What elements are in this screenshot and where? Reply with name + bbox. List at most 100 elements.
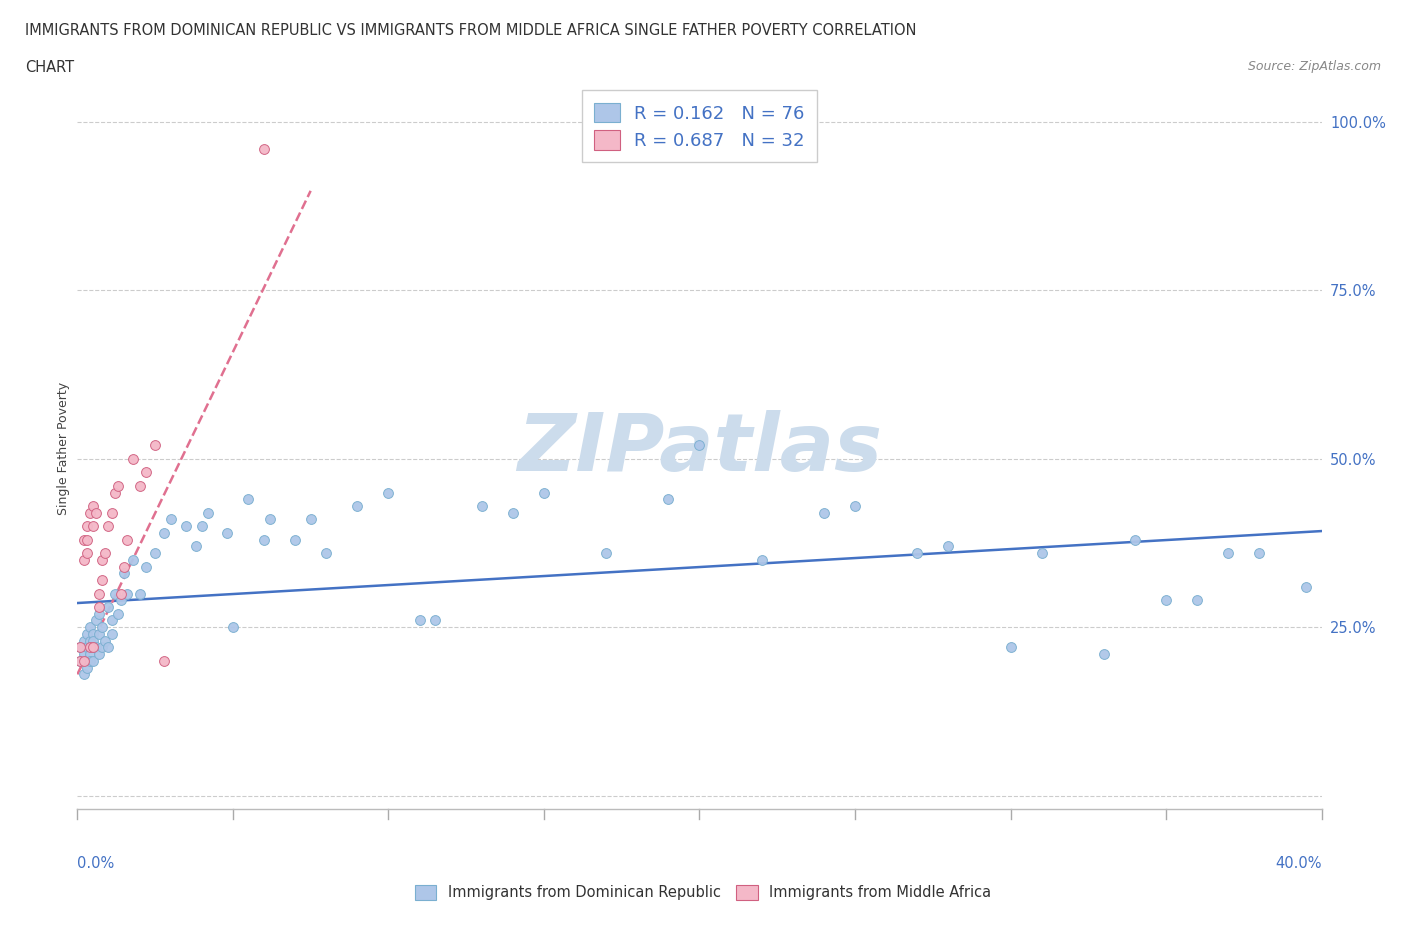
Point: [97, 600, 120, 615]
Point: [84, 613, 107, 628]
Point: [97, 640, 120, 655]
Point: [689, 438, 711, 453]
Point: [91, 640, 114, 655]
Point: [595, 546, 617, 561]
Point: [76, 640, 98, 655]
Point: [153, 525, 176, 540]
Point: [315, 546, 337, 561]
Point: [69, 640, 91, 655]
Point: [128, 586, 150, 601]
Point: [69, 640, 91, 655]
Legend: R = 0.162   N = 76, R = 0.687   N = 32: R = 0.162 N = 76, R = 0.687 N = 32: [582, 90, 817, 163]
Point: [94, 633, 117, 648]
Point: [72, 654, 94, 669]
Point: [135, 559, 157, 574]
Point: [79, 633, 101, 648]
Point: [79, 619, 101, 634]
Point: [115, 586, 138, 601]
Point: [100, 505, 122, 520]
Point: [76, 660, 98, 675]
Y-axis label: Single Father Poverty: Single Father Poverty: [58, 382, 70, 515]
Point: [94, 546, 117, 561]
Point: [377, 485, 399, 500]
Point: [110, 592, 132, 607]
Point: [153, 654, 176, 669]
Point: [76, 654, 98, 669]
Point: [143, 546, 166, 561]
Point: [82, 640, 104, 655]
Point: [533, 485, 555, 500]
Text: IMMIGRANTS FROM DOMINICAN REPUBLIC VS IMMIGRANTS FROM MIDDLE AFRICA SINGLE FATHE: IMMIGRANTS FROM DOMINICAN REPUBLIC VS IM…: [25, 23, 917, 38]
Point: [76, 546, 98, 561]
Point: [1249, 546, 1271, 561]
Point: [128, 478, 150, 493]
Point: [87, 586, 110, 601]
Point: [844, 498, 866, 513]
Point: [1000, 640, 1022, 655]
Point: [197, 505, 219, 520]
Text: Source: ZipAtlas.com: Source: ZipAtlas.com: [1247, 60, 1381, 73]
Point: [143, 438, 166, 453]
Point: [1187, 592, 1209, 607]
Point: [112, 565, 135, 580]
Point: [91, 552, 114, 567]
Point: [84, 640, 107, 655]
Point: [87, 606, 110, 621]
Point: [107, 606, 129, 621]
Point: [259, 512, 281, 527]
Point: [215, 525, 238, 540]
Point: [471, 498, 494, 513]
Point: [79, 640, 101, 655]
Point: [1031, 546, 1053, 561]
Point: [1295, 579, 1317, 594]
Point: [97, 519, 120, 534]
Point: [1154, 592, 1177, 607]
Point: [184, 539, 207, 554]
Point: [657, 492, 679, 507]
Text: 40.0%: 40.0%: [1275, 857, 1322, 871]
Point: [104, 586, 127, 601]
Point: [253, 141, 276, 156]
Point: [72, 532, 94, 547]
Point: [813, 505, 835, 520]
Point: [87, 600, 110, 615]
Point: [84, 505, 107, 520]
Point: [408, 613, 430, 628]
Point: [423, 613, 446, 628]
Text: ZIPatlas: ZIPatlas: [517, 410, 882, 487]
Point: [87, 627, 110, 642]
Point: [91, 619, 114, 634]
Point: [222, 619, 245, 634]
Point: [502, 505, 524, 520]
Point: [72, 633, 94, 648]
Point: [100, 613, 122, 628]
Point: [299, 512, 322, 527]
Point: [79, 505, 101, 520]
Point: [69, 654, 91, 669]
Point: [1092, 646, 1115, 661]
Point: [751, 552, 773, 567]
Point: [100, 627, 122, 642]
Point: [82, 633, 104, 648]
Point: [82, 498, 104, 513]
Point: [87, 646, 110, 661]
Point: [82, 654, 104, 669]
Point: [104, 485, 127, 500]
Point: [135, 465, 157, 480]
Legend: Immigrants from Dominican Republic, Immigrants from Middle Africa: Immigrants from Dominican Republic, Immi…: [409, 879, 997, 906]
Point: [122, 552, 145, 567]
Point: [122, 451, 145, 466]
Point: [79, 646, 101, 661]
Point: [91, 573, 114, 588]
Point: [115, 532, 138, 547]
Point: [346, 498, 368, 513]
Point: [82, 627, 104, 642]
Point: [938, 539, 960, 554]
Point: [1218, 546, 1240, 561]
Point: [905, 546, 928, 561]
Point: [110, 586, 132, 601]
Point: [112, 559, 135, 574]
Point: [76, 532, 98, 547]
Text: CHART: CHART: [25, 60, 75, 75]
Text: 0.0%: 0.0%: [77, 857, 114, 871]
